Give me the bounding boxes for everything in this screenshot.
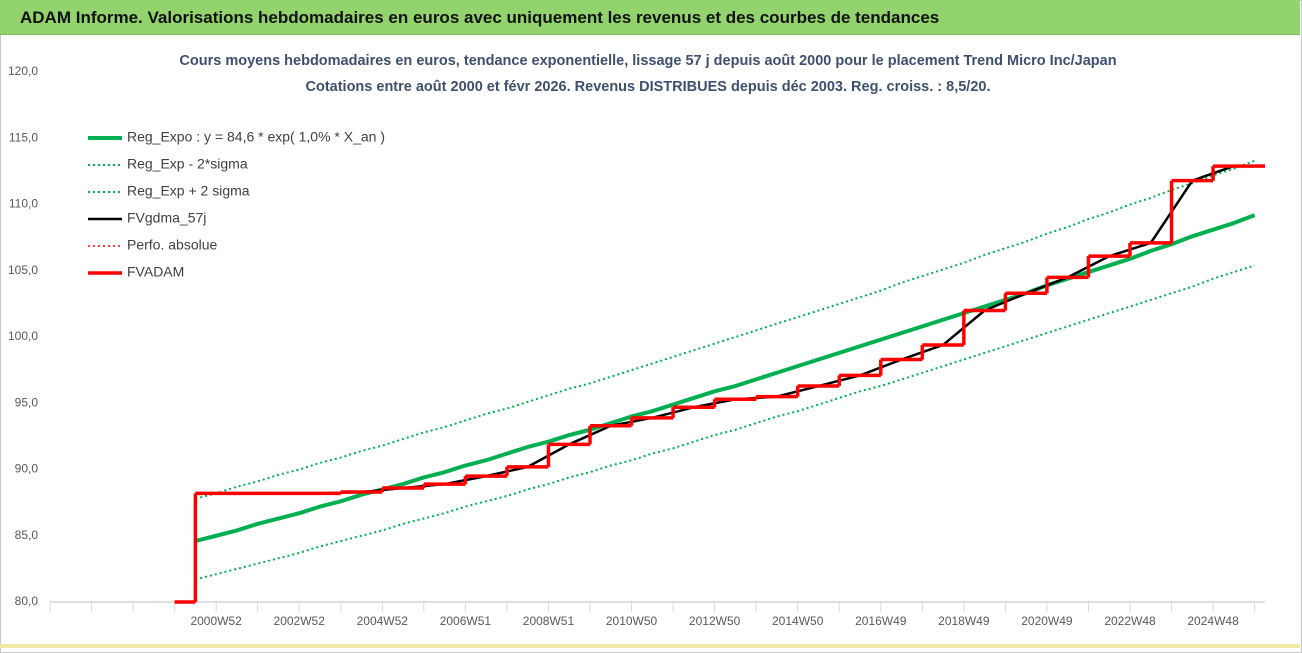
header-bar: ADAM Informe. Valorisations hebdomadaire… <box>0 0 1300 35</box>
legend-label: Reg_Exp - 2*sigma <box>127 156 248 172</box>
y-tick-label: 85,0 <box>15 528 39 542</box>
x-tick-label: 2018W49 <box>938 614 990 628</box>
x-tick-label: 2014W50 <box>772 614 824 628</box>
series-line <box>195 159 1255 500</box>
series-line <box>195 264 1255 581</box>
y-tick-label: 105,0 <box>8 263 38 277</box>
y-tick-label: 90,0 <box>15 462 39 476</box>
series-line <box>195 164 1255 495</box>
y-tick-label: 115,0 <box>9 130 38 144</box>
legend-label: Reg_Expo : y = 84,6 * exp( 1,0% * X_an ) <box>127 129 385 145</box>
x-tick-label: 2002W52 <box>274 614 326 628</box>
y-tick-label: 95,0 <box>15 395 39 409</box>
chart-title: Cours moyens hebdomadaires en euros, ten… <box>179 53 1116 69</box>
y-tick-label: 100,0 <box>8 329 38 343</box>
chart: Cours moyens hebdomadaires en euros, ten… <box>8 53 1265 628</box>
page-title: ADAM Informe. Valorisations hebdomadaire… <box>20 8 940 27</box>
x-tick-label: 2022W48 <box>1104 614 1156 628</box>
x-tick-label: 2010W50 <box>606 614 658 628</box>
x-tick-label: 2000W52 <box>190 614 242 628</box>
x-tick-label: 2016W49 <box>855 614 907 628</box>
legend-label: FVADAM <box>127 264 184 280</box>
bottom-bar <box>0 644 1300 648</box>
x-tick-label: 2020W49 <box>1021 614 1073 628</box>
legend-label: Perfo. absolue <box>127 237 217 253</box>
chart-subtitle: Cotations entre août 2000 et févr 2026. … <box>306 79 991 95</box>
x-tick-label: 2008W51 <box>523 614 575 628</box>
x-tick-label: 2004W52 <box>357 614 409 628</box>
y-tick-label: 120,0 <box>8 64 38 78</box>
x-tick-label: 2024W48 <box>1187 614 1239 628</box>
legend-label: Reg_Exp + 2 sigma <box>127 183 250 199</box>
x-tick-label: 2012W50 <box>689 614 741 628</box>
y-tick-label: 110,0 <box>9 197 38 211</box>
y-tick-label: 80,0 <box>15 594 39 608</box>
legend-label: FVgdma_57j <box>127 210 206 226</box>
x-tick-label: 2006W51 <box>440 614 492 628</box>
